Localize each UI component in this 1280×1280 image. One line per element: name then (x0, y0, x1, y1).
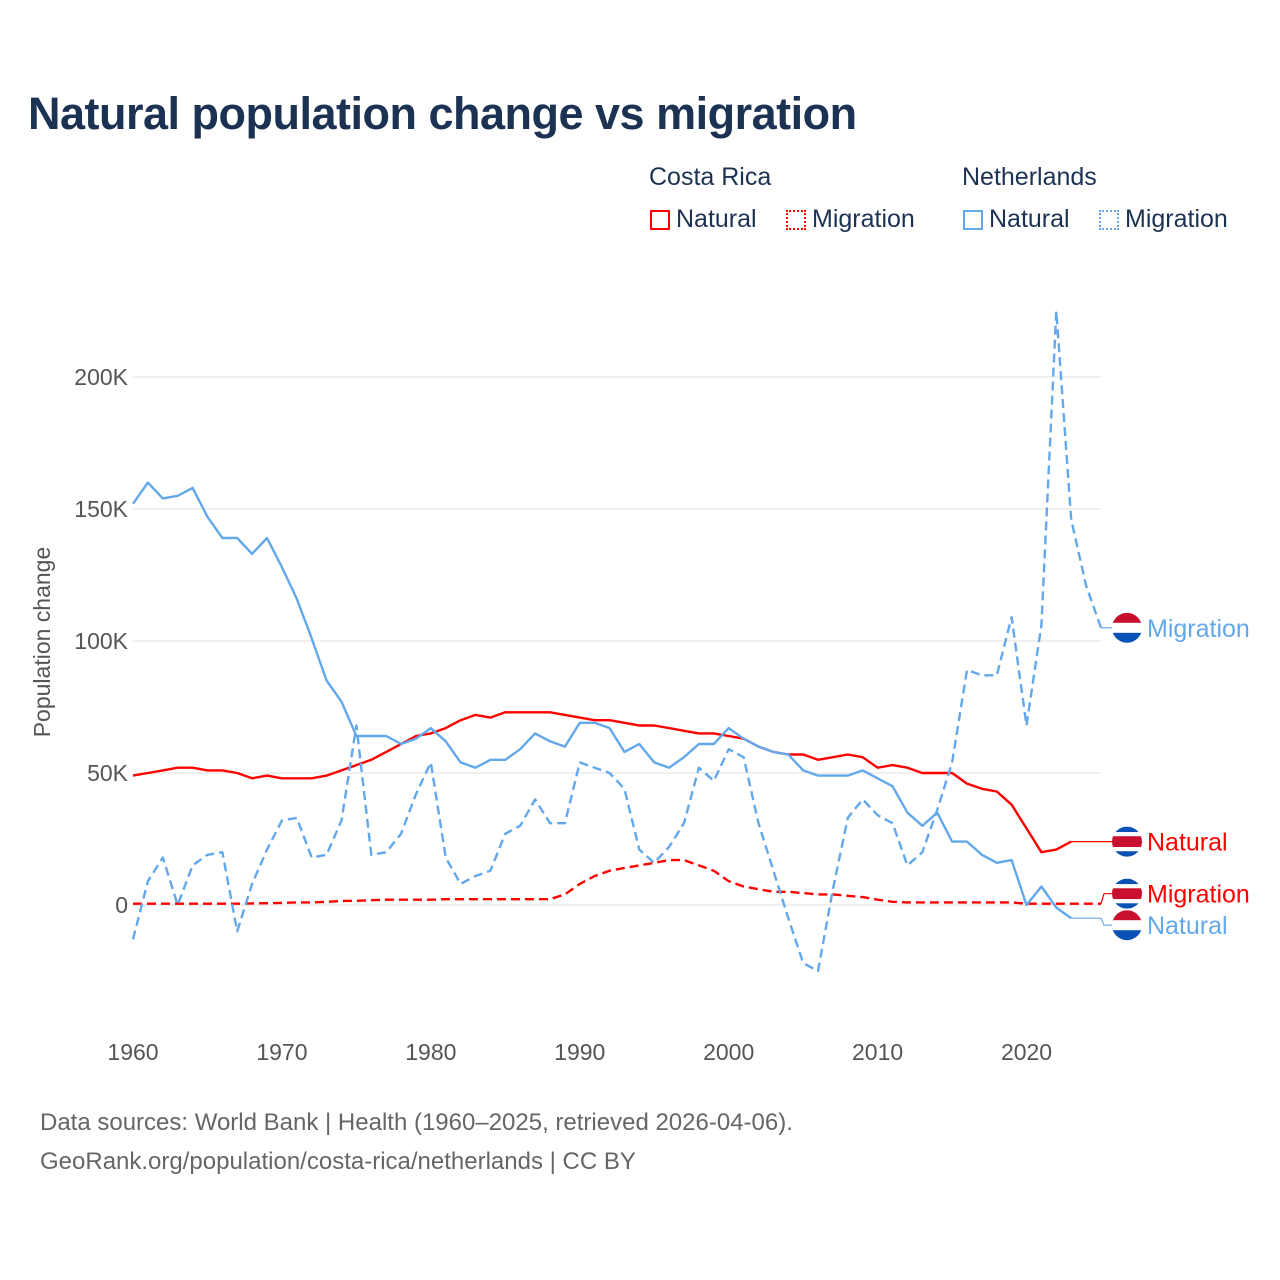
flag-stripe (1112, 836, 1142, 848)
flag-stripe (1112, 920, 1142, 931)
legend-item-netherlands-migration[interactable]: Migration (1099, 205, 1228, 234)
legend-label: Natural (989, 205, 1070, 233)
x-tick-label: 1990 (554, 1039, 605, 1065)
flag-stripe (1112, 899, 1142, 904)
series-line-costa-rica-natural (132, 711, 1072, 854)
legend-label: Migration (812, 205, 915, 233)
costa-rica-flag-icon (1112, 878, 1142, 909)
footer-link[interactable]: GeoRank.org/population/costa-rica/nether… (40, 1148, 636, 1175)
costa-rica-flag-icon (1112, 826, 1142, 857)
x-tick-label: 2020 (1001, 1039, 1052, 1065)
flag-stripe (1112, 832, 1142, 837)
flag-stripe (1112, 884, 1142, 889)
series-line-netherlands-migration (131, 309, 1103, 973)
y-tick-label: 200K (74, 364, 128, 390)
chart-title: Natural population change vs migration (28, 88, 857, 139)
y-axis-label: Population change (29, 547, 55, 738)
flag-stripe (1112, 622, 1142, 634)
flag-stripe (1112, 632, 1142, 643)
x-tick-label: 1960 (107, 1039, 158, 1065)
legend-label: Migration (1125, 205, 1228, 233)
y-tick-label: 150K (74, 496, 128, 522)
flag-stripe (1112, 851, 1142, 857)
x-tick-label: 1980 (405, 1039, 456, 1065)
footer-sources: Data sources: World Bank | Health (1960–… (40, 1109, 793, 1136)
flag-stripe (1112, 903, 1142, 909)
flag-stripe (1112, 847, 1142, 852)
series-line-costa-rica-migration (133, 858, 1101, 905)
flag-stripe (1112, 826, 1142, 833)
x-tick-label: 2000 (703, 1039, 754, 1065)
flag-stripe (1112, 612, 1142, 624)
label-leader-line (1071, 917, 1112, 926)
flag-stripe (1112, 910, 1142, 921)
legend-swatch-solid-icon (650, 209, 670, 230)
series-line-netherlands-natural (132, 481, 1072, 920)
legend-swatch-solid-icon (963, 209, 983, 230)
legend-group-costa-rica: Costa Rica (649, 163, 772, 191)
series-end-label: Natural (1147, 912, 1228, 940)
series-end-label: Migration (1147, 615, 1250, 643)
legend-item-netherlands-natural[interactable]: Natural (963, 205, 1070, 234)
legend-item-costa-rica-natural[interactable]: Natural (650, 205, 757, 234)
netherlands-flag-icon (1112, 612, 1142, 643)
flag-stripe (1112, 878, 1142, 885)
legend-label: Natural (676, 205, 757, 233)
y-tick-label: 50K (87, 760, 129, 786)
y-tick-label: 0 (115, 892, 128, 918)
y-tick-label: 100K (74, 628, 128, 654)
legend-swatch-dotted-icon (1099, 209, 1119, 230)
x-tick-label: 1970 (256, 1039, 307, 1065)
legend-group-netherlands: Netherlands (962, 163, 1097, 191)
netherlands-flag-icon (1112, 910, 1142, 941)
series-end-label: Migration (1147, 881, 1250, 909)
x-tick-label: 2010 (852, 1039, 903, 1065)
label-leader-line (1100, 893, 1112, 904)
legend-swatch-dotted-icon (786, 209, 806, 230)
legend-item-costa-rica-migration[interactable]: Migration (786, 205, 915, 234)
flag-stripe (1112, 930, 1142, 941)
series-end-label: Natural (1147, 829, 1228, 857)
flag-stripe (1112, 888, 1142, 900)
